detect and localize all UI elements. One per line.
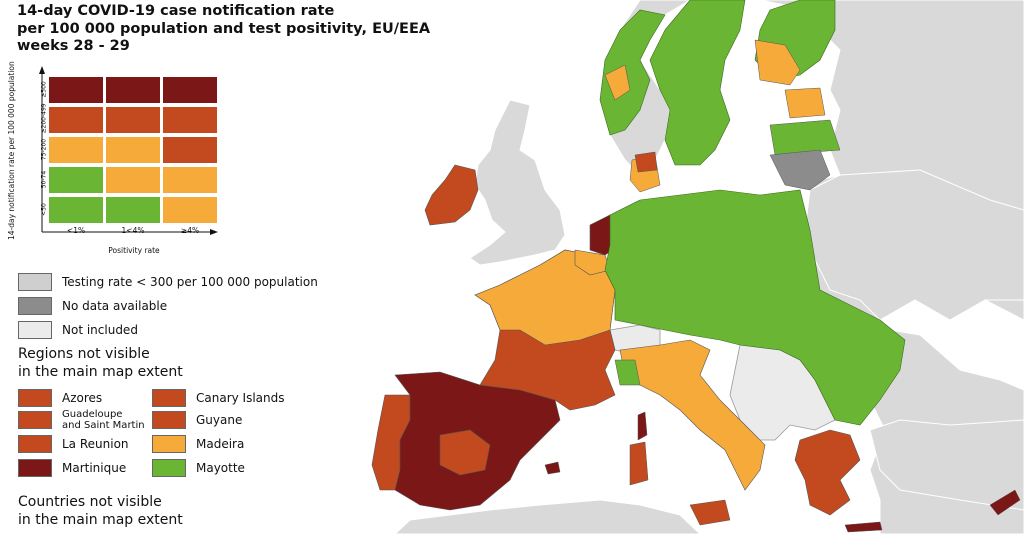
italy-north-green bbox=[614, 359, 641, 386]
region-madeira: Madeira bbox=[152, 434, 244, 454]
region-guyane-label: Guyane bbox=[196, 413, 243, 427]
matrix-cell bbox=[48, 76, 104, 104]
region-guadeloupe-label-line-1: Guadeloupe bbox=[62, 409, 123, 420]
legend-no-data-swatch bbox=[18, 297, 52, 315]
region-guyane: Guyane bbox=[152, 410, 242, 430]
finland-south bbox=[754, 39, 801, 86]
sweden bbox=[649, 0, 746, 166]
title-line-2: per 100 000 population and test positivi… bbox=[17, 20, 431, 37]
matrix-y-tick: ≥500 bbox=[40, 81, 48, 98]
matrix-x-axis-label: Positivity rate bbox=[108, 246, 160, 255]
regions-heading-line-2: in the main map extent bbox=[18, 363, 183, 380]
regions-heading-line-1: Regions not visible bbox=[18, 346, 150, 362]
legend-no-data-label: No data available bbox=[62, 299, 168, 313]
matrix-cell bbox=[162, 196, 218, 224]
matrix-cell bbox=[162, 136, 218, 164]
risk-matrix bbox=[48, 76, 220, 226]
non-eu-uk bbox=[469, 99, 566, 266]
map-title: 14-day COVID-19 case notification rate p… bbox=[17, 3, 431, 56]
non-eu-turkey bbox=[869, 419, 1024, 511]
region-canary-islands-label: Canary Islands bbox=[196, 391, 285, 405]
legend-no-data: No data available bbox=[18, 296, 167, 316]
matrix-y-tick: <50 bbox=[40, 203, 48, 216]
region-martinique-label: Martinique bbox=[62, 461, 127, 475]
sicily bbox=[689, 499, 731, 526]
region-canary-islands: Canary Islands bbox=[152, 388, 285, 408]
region-martinique: Martinique bbox=[18, 458, 126, 478]
belgium bbox=[574, 249, 611, 276]
region-guyane-swatch bbox=[152, 411, 186, 429]
matrix-cell bbox=[105, 196, 161, 224]
matrix-x-tick: ≥4% bbox=[180, 226, 200, 235]
region-la-reunion-swatch bbox=[18, 435, 52, 453]
region-guadeloupe: Guadeloupe and Saint Martin bbox=[18, 409, 145, 431]
matrix-y-tick: 75-200 bbox=[40, 138, 48, 161]
region-mayotte-label: Mayotte bbox=[196, 461, 245, 475]
x-axis-arrowhead bbox=[210, 229, 218, 235]
matrix-x-tick: <1% bbox=[66, 226, 86, 235]
matrix-y-axis-label: 14-day notification rate per 100 000 pop… bbox=[7, 61, 16, 240]
spain-south bbox=[439, 429, 491, 476]
matrix-x-tick: 1<4% bbox=[121, 226, 145, 235]
sardinia bbox=[629, 441, 649, 486]
norway-south-yellow bbox=[604, 64, 631, 101]
region-guadeloupe-swatch bbox=[18, 411, 52, 429]
title-line-1: 14-day COVID-19 case notification rate bbox=[17, 3, 335, 19]
central-europe bbox=[604, 189, 906, 426]
region-guadeloupe-label-line-2: and Saint Martin bbox=[62, 420, 145, 431]
y-axis-arrowhead bbox=[39, 66, 45, 74]
region-mayotte-swatch bbox=[152, 459, 186, 477]
region-azores-swatch bbox=[18, 389, 52, 407]
crete bbox=[844, 521, 883, 533]
estonia bbox=[784, 87, 826, 119]
matrix-cell bbox=[105, 136, 161, 164]
region-martinique-swatch bbox=[18, 459, 52, 477]
legend-not-included: Not included bbox=[18, 320, 138, 340]
matrix-cell bbox=[105, 106, 161, 134]
cyprus bbox=[989, 489, 1021, 516]
region-madeira-swatch bbox=[152, 435, 186, 453]
region-azores: Azores bbox=[18, 388, 102, 408]
greece bbox=[794, 429, 861, 516]
lithuania bbox=[769, 149, 831, 191]
norway-green bbox=[599, 9, 666, 136]
countries-heading: Countries not visible in the main map ex… bbox=[18, 494, 183, 529]
region-mayotte: Mayotte bbox=[152, 458, 245, 478]
latvia bbox=[769, 119, 841, 156]
legend-testing-rate: Testing rate < 300 per 100 000 populatio… bbox=[18, 272, 318, 292]
region-la-reunion: La Reunion bbox=[18, 434, 129, 454]
matrix-y-tick: 50-74 bbox=[40, 170, 48, 189]
countries-heading-line-1: Countries not visible bbox=[18, 494, 162, 510]
region-la-reunion-label: La Reunion bbox=[62, 437, 129, 451]
region-madeira-label: Madeira bbox=[196, 437, 245, 451]
region-canary-islands-swatch bbox=[152, 389, 186, 407]
non-eu-north-africa bbox=[394, 499, 701, 534]
region-azores-label: Azores bbox=[62, 391, 103, 405]
matrix-cell bbox=[162, 106, 218, 134]
title-line-3: weeks 28 - 29 bbox=[17, 38, 130, 54]
legend-not-included-label: Not included bbox=[62, 323, 138, 337]
regions-heading: Regions not visible in the main map exte… bbox=[18, 346, 183, 381]
matrix-cell bbox=[48, 106, 104, 134]
matrix-cell bbox=[48, 166, 104, 194]
ireland bbox=[424, 164, 479, 226]
legend-testing-rate-swatch bbox=[18, 273, 52, 291]
matrix-cell bbox=[48, 196, 104, 224]
matrix-cell bbox=[105, 76, 161, 104]
matrix-cell bbox=[162, 76, 218, 104]
matrix-y-tick: ≥200-499 bbox=[40, 103, 48, 134]
countries-heading-line-2: in the main map extent bbox=[18, 511, 183, 528]
matrix-cell bbox=[105, 166, 161, 194]
denmark-north bbox=[634, 151, 658, 173]
italy bbox=[619, 339, 766, 491]
legend-not-included-swatch bbox=[18, 321, 52, 339]
matrix-axes bbox=[39, 66, 218, 235]
balearic bbox=[544, 461, 561, 475]
matrix-cell bbox=[162, 166, 218, 194]
matrix-cell bbox=[48, 136, 104, 164]
region-guadeloupe-label: Guadeloupe and Saint Martin bbox=[62, 409, 145, 431]
corsica bbox=[637, 411, 648, 441]
legend-testing-rate-label: Testing rate < 300 per 100 000 populatio… bbox=[62, 275, 318, 289]
